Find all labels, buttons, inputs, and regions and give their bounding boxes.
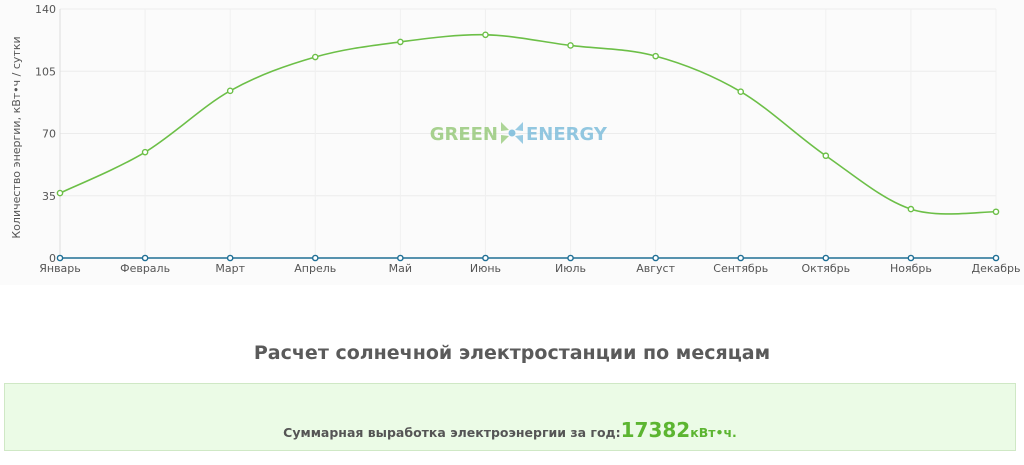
data-point: [311, 53, 319, 61]
x-tick-label: Июль: [555, 262, 586, 275]
summary-unit: кВт•ч.: [690, 425, 737, 440]
x-tick-label: Сентябрь: [713, 262, 768, 275]
data-point: [737, 254, 745, 262]
data-point: [226, 254, 234, 262]
logo-leaf-icon: [501, 135, 509, 144]
summary-value: 17382: [620, 418, 691, 442]
summary-line: Суммарная выработка электроэнергии за го…: [5, 418, 1015, 442]
data-point: [992, 254, 1000, 262]
data-point: [652, 254, 659, 262]
logo-leaf-icon: [515, 122, 523, 131]
data-point: [482, 31, 489, 39]
line-chart: 0 35 70 105 140 Январь Февраль Март Апрель Май Июн…: [10, 3, 1021, 275]
watermark-energy-text: ENERGY: [526, 124, 608, 145]
x-tick-label: Октябрь: [802, 262, 851, 275]
y-tick-label: 105: [35, 65, 56, 78]
x-tick-label: Февраль: [120, 262, 170, 275]
data-point: [822, 254, 830, 262]
summary-box: Суммарная выработка электроэнергии за го…: [4, 383, 1016, 451]
data-point: [397, 38, 404, 46]
chart-panel: 0 35 70 105 140 Январь Февраль Март Апрель Май Июн…: [10, 3, 1021, 275]
data-point: [907, 205, 915, 213]
x-tick-label: Апрель: [294, 262, 336, 275]
logo-leaf-icon: [501, 122, 509, 131]
data-point: [482, 254, 489, 262]
series-line: [59, 33, 997, 215]
data-point: [822, 152, 830, 160]
y-tick-label: 0: [49, 252, 56, 265]
y-tick-label: 70: [42, 128, 56, 141]
x-tick-label: Декабрь: [972, 262, 1021, 275]
summary-label: Суммарная выработка электроэнергии за го…: [283, 425, 621, 440]
y-tick-label: 35: [42, 190, 56, 203]
data-point: [226, 87, 234, 95]
x-tick-label: Август: [636, 262, 675, 275]
data-point: [397, 254, 404, 262]
data-point: [141, 254, 149, 262]
data-point: [56, 254, 64, 262]
y-axis-title: Количество энергии, кВт•ч / сутки: [10, 36, 23, 238]
x-tick-label: Май: [389, 262, 412, 275]
x-tick-label: Июнь: [470, 262, 501, 275]
data-point: [141, 148, 149, 156]
y-tick-label: 140: [35, 3, 56, 16]
x-tick-label: Январь: [39, 262, 81, 275]
watermark-green-text: GREEN: [430, 124, 498, 145]
data-point: [567, 254, 574, 262]
logo-leaf-icon: [515, 135, 523, 144]
data-point: [311, 254, 319, 262]
logo-center-icon: [508, 129, 516, 137]
x-tick-label: Ноябрь: [890, 262, 932, 275]
section-title: Расчет солнечной электростанции по месяц…: [253, 342, 771, 364]
data-point: [652, 52, 659, 60]
data-point: [907, 254, 915, 262]
data-point: [992, 208, 1000, 216]
data-point: [567, 42, 574, 49]
data-point: [737, 88, 745, 96]
data-point: [56, 189, 64, 197]
x-tick-label: Март: [215, 262, 245, 275]
